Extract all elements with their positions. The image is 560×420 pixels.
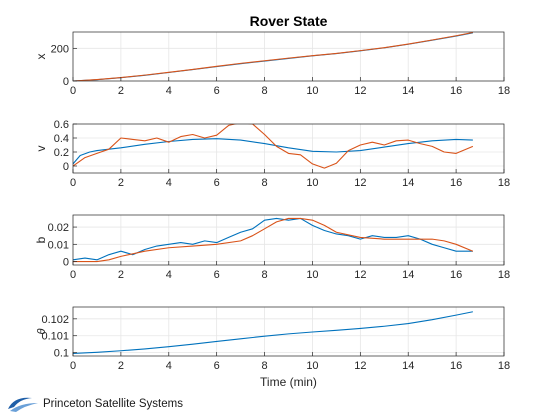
- x-tick-label: 18: [498, 360, 510, 372]
- y-axis-label: θ: [36, 328, 48, 334]
- y-tick-label: 0: [63, 257, 69, 269]
- x-tick-label: 0: [70, 269, 76, 281]
- x-tick-label: 4: [166, 360, 172, 372]
- x-tick-label: 18: [498, 269, 510, 281]
- plot-area: [73, 215, 504, 265]
- x-tick-label: 14: [402, 269, 414, 281]
- series-line-1: [73, 138, 473, 165]
- x-tick-label: 10: [306, 269, 318, 281]
- x-tick-label: 6: [214, 269, 220, 281]
- x-tick-label: 4: [166, 85, 172, 97]
- x-axis-label: Time (min): [260, 375, 317, 389]
- axes-box: [72, 31, 505, 82]
- plot-area: [73, 124, 504, 173]
- company-name: Princeton Satellite Systems: [43, 398, 183, 410]
- x-tick-label: 6: [214, 177, 220, 189]
- y-tick-label: 0.1: [54, 348, 69, 360]
- y-tick-label: 0.4: [54, 133, 69, 145]
- x-tick-label: 8: [261, 177, 267, 189]
- y-tick-label: 0.01: [48, 239, 69, 251]
- y-axis-label: v: [34, 146, 48, 152]
- x-tick-label: 0: [70, 177, 76, 189]
- x-tick-label: 14: [402, 360, 414, 372]
- subplot-3: 0 2 4 6 8 10 12 14 16 18 0 0.01 0.02b: [34, 214, 510, 281]
- series-line-2: [73, 32, 473, 81]
- y-tick-label: 0: [63, 76, 69, 88]
- series-line-1: [73, 311, 473, 355]
- x-tick-label: 10: [306, 85, 318, 97]
- x-tick-label: 12: [354, 269, 366, 281]
- y-tick-label: 0.2: [54, 147, 69, 159]
- y-tick-label: 0: [63, 161, 69, 173]
- subplot-2: 0 2 4 6 8 10 12 14 16 18 0 0.2 0.4 0.6 v: [34, 119, 510, 189]
- x-tick-label: 2: [118, 177, 124, 189]
- x-tick-label: 16: [450, 360, 462, 372]
- x-tick-label: 12: [354, 360, 366, 372]
- x-tick-label: 4: [166, 269, 172, 281]
- chart-title: Rover State: [250, 13, 328, 29]
- x-tick-label: 0: [70, 85, 76, 97]
- x-tick-label: 8: [261, 85, 267, 97]
- x-tick-label: 2: [118, 85, 124, 97]
- x-tick-label: 14: [402, 85, 414, 97]
- subplot-4: 0 2 4 6 8 10 12 14 16 18 0.1 0.101 0.102 θ Time (min): [36, 306, 510, 389]
- x-tick-label: 12: [354, 85, 366, 97]
- x-tick-label: 0: [70, 360, 76, 372]
- y-tick-label: 0.02: [48, 222, 69, 234]
- y-tick-label: 0.102: [41, 314, 69, 326]
- x-tick-label: 8: [261, 360, 267, 372]
- x-tick-label: 8: [261, 269, 267, 281]
- x-tick-label: 10: [306, 360, 318, 372]
- x-tick-label: 18: [498, 177, 510, 189]
- x-tick-label: 18: [498, 85, 510, 97]
- series-line-2: [73, 124, 474, 169]
- satellite-swoosh-icon: [8, 397, 38, 412]
- x-tick-label: 6: [214, 360, 220, 372]
- y-tick-label: 200: [51, 43, 69, 55]
- x-tick-label: 2: [118, 269, 124, 281]
- x-tick-label: 16: [450, 269, 462, 281]
- y-tick-label: 0.6: [54, 119, 69, 131]
- y-axis-label: b: [34, 236, 48, 243]
- company-logo: Princeton Satellite Systems: [6, 394, 183, 414]
- series-line-2: [73, 217, 474, 263]
- x-tick-label: 12: [354, 177, 366, 189]
- y-axis-label: x: [34, 54, 48, 60]
- axes-box: [72, 123, 505, 174]
- plot-area: [73, 307, 504, 356]
- x-tick-label: 10: [306, 177, 318, 189]
- x-tick-label: 4: [166, 177, 172, 189]
- y-tick-label: 0.101: [41, 331, 69, 343]
- x-tick-label: 16: [450, 177, 462, 189]
- axes-box: [72, 214, 505, 266]
- x-tick-label: 2: [118, 360, 124, 372]
- x-tick-label: 6: [214, 85, 220, 97]
- x-tick-label: 14: [402, 177, 414, 189]
- x-tick-label: 16: [450, 85, 462, 97]
- axes-box: [72, 306, 505, 357]
